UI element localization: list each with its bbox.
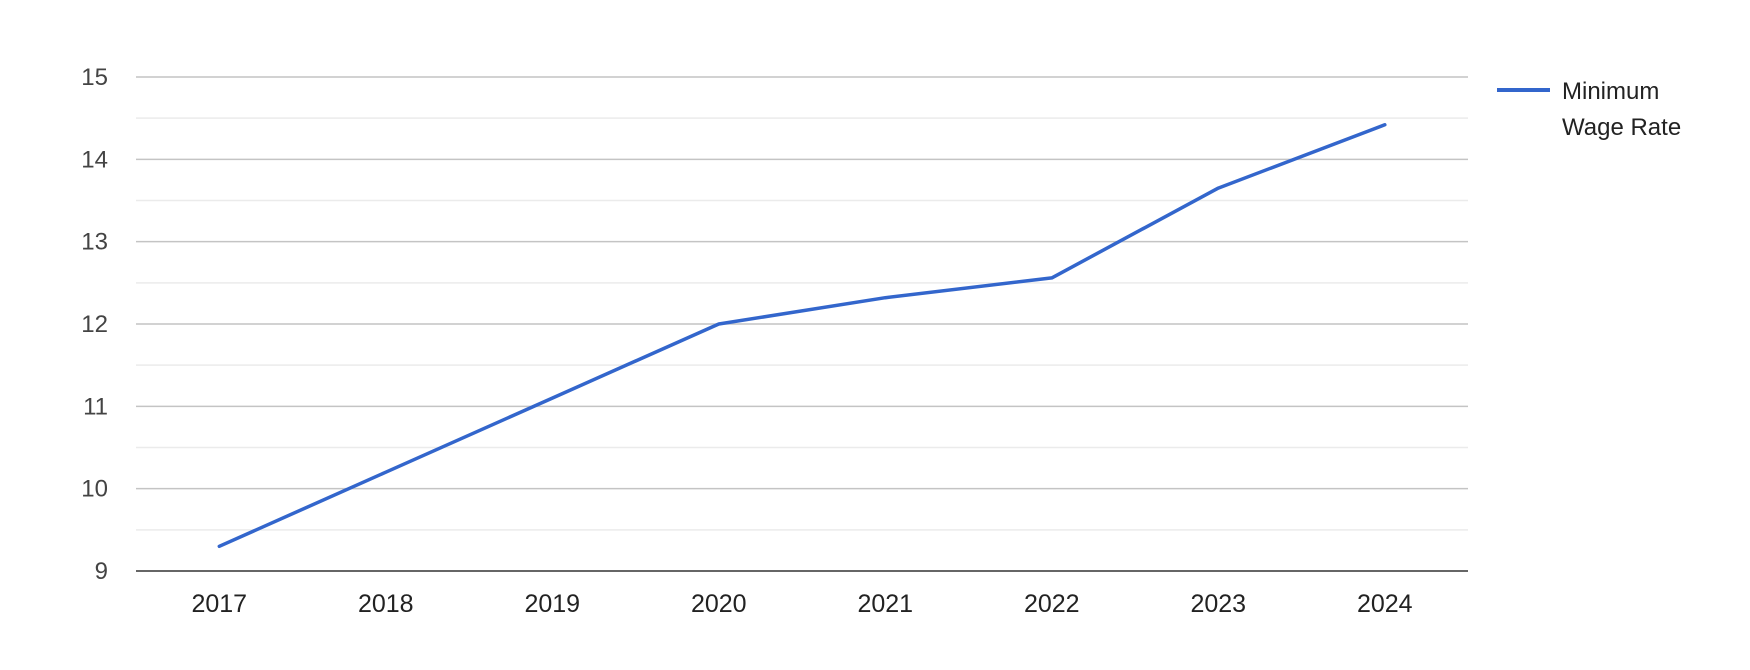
y-tick-label: 10 [81,476,108,503]
x-tick-label: 2019 [524,590,580,618]
y-axis: 9 10 11 12 13 14 15 [81,64,108,585]
legend-label-line-1: Minimum [1562,78,1659,105]
gridlines [136,77,1468,571]
series-layer [219,125,1385,547]
x-tick-label: 2022 [1024,590,1080,618]
x-tick-label: 2024 [1357,590,1413,618]
legend: Minimum Wage Rate [1497,78,1681,141]
x-tick-label: 2017 [191,590,247,618]
x-tick-label: 2018 [358,590,414,618]
y-tick-label: 15 [81,64,108,91]
series-line [219,125,1385,547]
y-tick-label: 14 [81,146,108,173]
y-tick-label: 11 [83,393,108,420]
x-axis: 2017 2018 2019 2020 2021 2022 2023 2024 [191,590,1412,618]
x-tick-label: 2023 [1190,590,1246,618]
y-tick-label: 9 [95,558,108,585]
x-tick-label: 2021 [857,590,913,618]
y-tick-label: 13 [81,229,108,256]
x-tick-label: 2020 [691,590,747,618]
legend-label-line-2: Wage Rate [1562,114,1681,141]
y-tick-label: 12 [81,311,108,338]
